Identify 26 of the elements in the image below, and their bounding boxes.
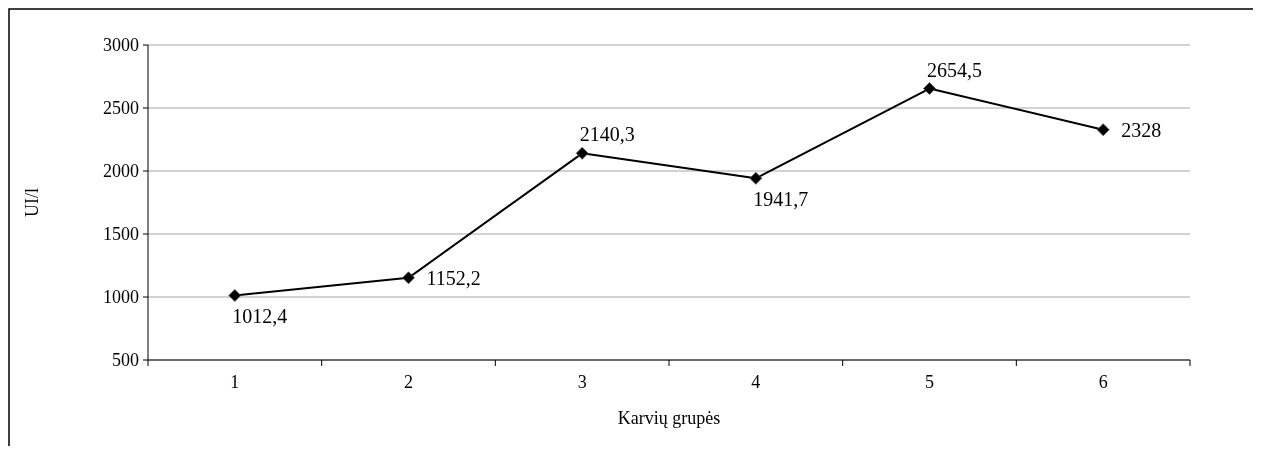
x-tick-label: 6: [1098, 372, 1108, 392]
y-tick-label: 2000: [103, 161, 139, 182]
x-tick-label: 3: [577, 372, 587, 392]
x-tick-label: 5: [925, 372, 934, 392]
x-tick-label: 2: [404, 372, 413, 392]
y-tick-label: 1500: [103, 224, 139, 245]
y-tick-label: 500: [112, 350, 139, 371]
x-axis-title: Karvių grupės: [617, 408, 721, 428]
data-label: 2654,5: [927, 58, 982, 81]
point: [749, 171, 763, 185]
data-label: 1012,4: [232, 305, 288, 328]
y-axis-title: UI/l: [22, 188, 42, 217]
data-label: 2140,3: [579, 123, 635, 146]
point: [402, 271, 415, 285]
data-label: 1941,7: [753, 188, 809, 211]
y-tick-label: 1000: [103, 287, 139, 308]
x-tick-label: 4: [751, 372, 761, 392]
point: [923, 82, 936, 95]
y-tick-label: 2500: [103, 98, 139, 119]
point: [575, 146, 589, 160]
y-tick-label: 3000: [103, 35, 139, 56]
x-tick-label: 1: [230, 372, 240, 392]
data-label: 1152,2: [426, 266, 481, 289]
data-label: 2328: [1121, 118, 1162, 141]
point: [228, 289, 242, 302]
point: [1096, 123, 1110, 137]
